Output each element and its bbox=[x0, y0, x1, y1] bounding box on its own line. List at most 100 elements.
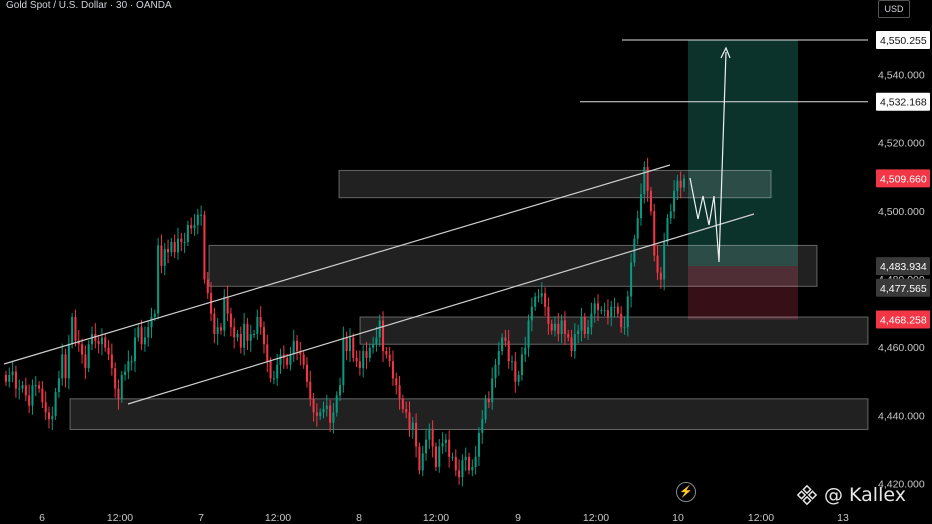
candle-body[interactable] bbox=[292, 340, 295, 355]
candle-body[interactable] bbox=[613, 306, 616, 308]
candle-body[interactable] bbox=[229, 313, 232, 328]
candle-body[interactable] bbox=[57, 378, 60, 392]
candle-body[interactable] bbox=[34, 385, 37, 387]
candle-body[interactable] bbox=[61, 354, 64, 379]
candle-body[interactable] bbox=[643, 167, 646, 195]
candle-body[interactable] bbox=[497, 351, 500, 365]
candle-body[interactable] bbox=[210, 293, 213, 314]
price-label-bg[interactable] bbox=[876, 278, 930, 297]
candle-body[interactable] bbox=[368, 347, 371, 358]
candle-body[interactable] bbox=[507, 340, 510, 362]
candle-body[interactable] bbox=[71, 316, 74, 345]
candle-body[interactable] bbox=[269, 361, 272, 379]
candle-body[interactable] bbox=[570, 337, 573, 352]
candle-body[interactable] bbox=[428, 429, 431, 440]
candle-body[interactable] bbox=[415, 422, 418, 447]
price-label-bg[interactable] bbox=[876, 257, 930, 276]
candle-body[interactable] bbox=[64, 354, 67, 379]
candle-body[interactable] bbox=[431, 429, 434, 447]
candle-body[interactable] bbox=[606, 310, 609, 317]
candle-body[interactable] bbox=[530, 306, 533, 321]
candle-body[interactable] bbox=[484, 398, 487, 420]
candle-body[interactable] bbox=[520, 354, 523, 375]
candle-body[interactable] bbox=[471, 466, 474, 471]
candle-body[interactable] bbox=[335, 395, 338, 413]
candle-body[interactable] bbox=[312, 398, 315, 413]
candle-body[interactable] bbox=[243, 323, 246, 348]
candle-body[interactable] bbox=[226, 296, 229, 314]
candle-body[interactable] bbox=[382, 320, 385, 352]
zone-4[interactable] bbox=[69, 398, 869, 430]
candle-body[interactable] bbox=[682, 178, 686, 188]
candle-body[interactable] bbox=[299, 351, 302, 355]
candle-body[interactable] bbox=[325, 405, 328, 410]
candle-body[interactable] bbox=[31, 385, 34, 406]
candle-body[interactable] bbox=[114, 368, 117, 389]
candle-body[interactable] bbox=[24, 385, 27, 396]
candle-body[interactable] bbox=[540, 293, 543, 297]
candle-body[interactable] bbox=[514, 361, 517, 382]
candle-body[interactable] bbox=[537, 296, 540, 298]
candle-body[interactable] bbox=[130, 361, 133, 363]
candle-body[interactable] bbox=[196, 214, 199, 225]
candle-body[interactable] bbox=[510, 361, 514, 363]
candle-body[interactable] bbox=[517, 374, 520, 382]
candle-body[interactable] bbox=[203, 214, 206, 280]
candle-body[interactable] bbox=[583, 316, 586, 335]
candle-body[interactable] bbox=[577, 330, 580, 335]
candle-body[interactable] bbox=[395, 378, 398, 386]
candle-body[interactable] bbox=[87, 344, 90, 369]
candle-body[interactable] bbox=[77, 340, 80, 345]
candle-body[interactable] bbox=[676, 180, 679, 191]
candle-body[interactable] bbox=[590, 313, 593, 328]
candle-body[interactable] bbox=[398, 385, 401, 399]
candle-body[interactable] bbox=[372, 344, 375, 348]
candle-body[interactable] bbox=[47, 412, 51, 420]
candle-body[interactable] bbox=[593, 303, 596, 314]
candle-body[interactable] bbox=[477, 432, 480, 457]
projection-path[interactable] bbox=[689, 51, 727, 263]
candle-body[interactable] bbox=[84, 354, 87, 369]
candle-body[interactable] bbox=[286, 357, 289, 365]
candle-body[interactable] bbox=[120, 374, 123, 399]
candle-body[interactable] bbox=[163, 248, 166, 266]
candle-body[interactable] bbox=[491, 378, 494, 403]
candle-body[interactable] bbox=[441, 443, 444, 447]
candle-body[interactable] bbox=[206, 279, 209, 294]
candle-body[interactable] bbox=[150, 316, 153, 328]
price-label-bg[interactable] bbox=[876, 169, 930, 188]
candle-body[interactable] bbox=[474, 456, 477, 467]
candle-body[interactable] bbox=[375, 337, 378, 345]
candle-body[interactable] bbox=[378, 320, 381, 338]
candle-body[interactable] bbox=[527, 320, 530, 348]
candle-body[interactable] bbox=[94, 334, 97, 341]
candle-body[interactable] bbox=[425, 439, 428, 454]
currency-unit-label[interactable]: USD bbox=[878, 0, 910, 18]
candle-body[interactable] bbox=[666, 218, 669, 243]
candle-body[interactable] bbox=[421, 453, 424, 471]
candle-body[interactable] bbox=[494, 364, 497, 379]
candle-body[interactable] bbox=[133, 337, 137, 362]
candle-body[interactable] bbox=[332, 412, 335, 423]
candle-body[interactable] bbox=[319, 412, 322, 416]
candle-body[interactable] bbox=[451, 456, 454, 458]
candle-body[interactable] bbox=[434, 446, 437, 467]
candle-body[interactable] bbox=[659, 272, 662, 280]
price-label-bg[interactable] bbox=[876, 31, 930, 50]
candle-body[interactable] bbox=[567, 334, 570, 338]
candle-body[interactable] bbox=[315, 412, 318, 416]
channel-upper-line[interactable] bbox=[3, 164, 671, 365]
candle-body[interactable] bbox=[501, 337, 504, 352]
candle-body[interactable] bbox=[348, 337, 351, 352]
price-label-bg[interactable] bbox=[876, 310, 930, 329]
candle-body[interactable] bbox=[8, 374, 11, 382]
candle-body[interactable] bbox=[458, 470, 461, 478]
candle-body[interactable] bbox=[38, 385, 41, 389]
candle-body[interactable] bbox=[100, 337, 103, 345]
candle-body[interactable] bbox=[639, 194, 643, 219]
candle-body[interactable] bbox=[183, 242, 186, 244]
candle-body[interactable] bbox=[143, 337, 146, 345]
candle-body[interactable] bbox=[110, 354, 113, 369]
candle-body[interactable] bbox=[21, 385, 24, 389]
